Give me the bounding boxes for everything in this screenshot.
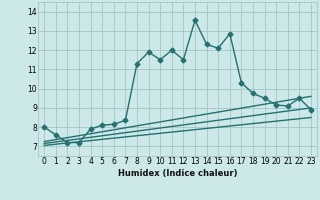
X-axis label: Humidex (Indice chaleur): Humidex (Indice chaleur) — [118, 169, 237, 178]
